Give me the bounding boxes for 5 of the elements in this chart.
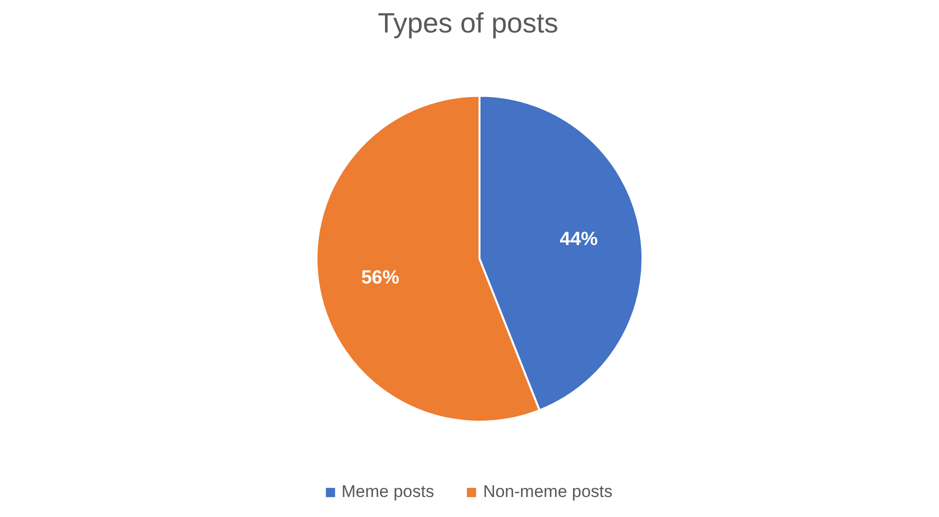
- data-label: 44%: [560, 228, 598, 250]
- chart-title: Types of posts: [378, 8, 558, 38]
- legend-label: Non-meme posts: [483, 482, 613, 502]
- legend-label: Meme posts: [341, 482, 434, 502]
- data-label: 56%: [361, 267, 400, 288]
